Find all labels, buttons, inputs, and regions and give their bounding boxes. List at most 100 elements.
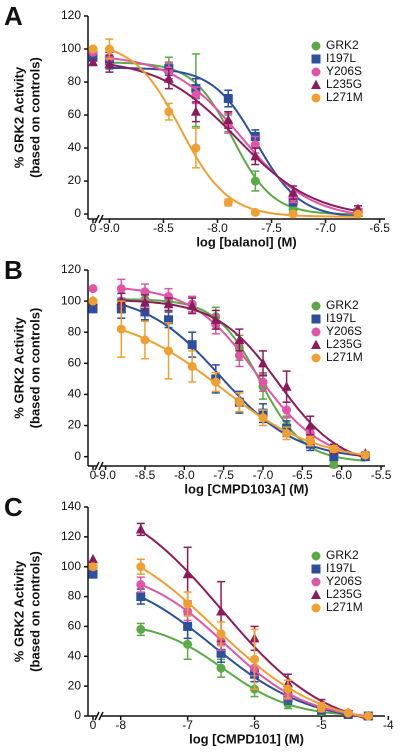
y-tick-label: 60 bbox=[68, 356, 82, 370]
data-point bbox=[223, 114, 234, 125]
legend-marker bbox=[311, 589, 321, 600]
legend-marker bbox=[311, 564, 321, 574]
data-point bbox=[250, 207, 260, 217]
y-tick-label: 120 bbox=[61, 262, 81, 276]
y-tick-label: 0 bbox=[74, 708, 81, 722]
fit-curve bbox=[109, 63, 359, 213]
x-tick-label: 0 bbox=[90, 468, 97, 482]
control-point bbox=[88, 284, 98, 294]
legend-marker bbox=[311, 79, 321, 90]
data-point bbox=[282, 405, 292, 415]
y-tick-label: 120 bbox=[61, 529, 81, 543]
legend-label: Y206S bbox=[326, 324, 362, 338]
data-point bbox=[164, 315, 174, 325]
x-tick-label: -9.0 bbox=[99, 221, 120, 235]
legend-label: I197L bbox=[326, 561, 356, 575]
data-point bbox=[140, 287, 150, 297]
data-point bbox=[305, 420, 316, 430]
x-tick-label: -7 bbox=[182, 718, 193, 732]
legend-label: Y206S bbox=[326, 64, 362, 78]
data-point bbox=[163, 73, 174, 83]
y-tick-label: 0 bbox=[74, 206, 81, 220]
x-tick-label: -8 bbox=[115, 718, 126, 732]
y-axis-label: % GRK2 Activity bbox=[11, 317, 26, 419]
data-point bbox=[136, 562, 146, 572]
data-point bbox=[216, 606, 227, 616]
y-axis-label: (based on controls) bbox=[27, 308, 42, 429]
y-tick-label: 60 bbox=[68, 619, 82, 633]
legend-label: L235G bbox=[326, 337, 362, 351]
y-tick-label: 40 bbox=[68, 648, 82, 662]
y-tick-label: 80 bbox=[68, 589, 82, 603]
y-tick-label: 80 bbox=[68, 324, 82, 338]
legend-marker bbox=[311, 314, 321, 324]
data-point bbox=[282, 428, 292, 438]
x-tick-label: -7.5 bbox=[213, 468, 234, 482]
y-tick-label: 120 bbox=[61, 8, 81, 22]
legend-marker bbox=[311, 551, 321, 561]
y-tick-label: 140 bbox=[61, 499, 81, 513]
axis-break bbox=[98, 711, 104, 721]
data-point bbox=[363, 711, 373, 721]
data-point bbox=[140, 307, 150, 317]
data-point bbox=[316, 702, 326, 712]
x-axis-label: log [balanol] (M) bbox=[196, 234, 296, 249]
data-point bbox=[258, 413, 268, 423]
data-point bbox=[191, 143, 201, 153]
legend-label: GRK2 bbox=[326, 548, 359, 562]
y-tick-label: 0 bbox=[74, 449, 81, 463]
data-point bbox=[343, 708, 353, 718]
legend-marker bbox=[311, 327, 321, 337]
axis-break bbox=[94, 711, 100, 721]
fit-curve bbox=[109, 66, 359, 218]
legend-label: L271M bbox=[326, 350, 363, 364]
x-tick-label: -4 bbox=[383, 718, 394, 732]
y-tick-label: 100 bbox=[61, 41, 81, 55]
data-point bbox=[187, 300, 198, 310]
data-point bbox=[164, 346, 174, 356]
x-tick-label: -5 bbox=[316, 718, 327, 732]
data-point bbox=[210, 314, 221, 324]
x-tick-label: -8.5 bbox=[153, 221, 174, 235]
data-point bbox=[135, 523, 146, 534]
legend-label: I197L bbox=[326, 51, 356, 65]
axis-break bbox=[98, 461, 104, 471]
axis-break bbox=[94, 214, 100, 224]
data-point bbox=[234, 351, 244, 361]
data-point bbox=[288, 187, 299, 197]
legend-marker bbox=[311, 41, 321, 51]
legend-marker bbox=[311, 54, 321, 64]
legend-label: L271M bbox=[326, 90, 363, 104]
x-tick-label: -7.0 bbox=[253, 468, 274, 482]
data-point bbox=[139, 297, 150, 307]
data-point bbox=[183, 599, 193, 609]
data-point bbox=[140, 335, 150, 345]
fit-curve bbox=[109, 48, 358, 218]
data-point bbox=[234, 334, 245, 345]
legend-marker bbox=[311, 93, 321, 103]
data-point bbox=[104, 58, 115, 68]
data-point bbox=[250, 176, 260, 186]
x-tick-label: -8.5 bbox=[135, 468, 156, 482]
legend-marker bbox=[311, 603, 321, 613]
data-point bbox=[329, 444, 339, 454]
legend-label: GRK2 bbox=[326, 38, 359, 52]
data-point bbox=[250, 140, 260, 150]
legend-label: I197L bbox=[326, 311, 356, 325]
legend-label: GRK2 bbox=[326, 298, 359, 312]
data-point bbox=[187, 361, 197, 371]
y-tick-label: 60 bbox=[68, 107, 82, 121]
control-point bbox=[88, 56, 98, 67]
legend-marker bbox=[311, 339, 321, 350]
data-point bbox=[288, 209, 298, 219]
legend-marker bbox=[311, 67, 321, 77]
data-point bbox=[182, 568, 193, 579]
control-point bbox=[88, 304, 98, 314]
panel-label: C bbox=[4, 492, 23, 522]
data-point bbox=[281, 381, 292, 391]
x-tick-label: -8.0 bbox=[207, 221, 228, 235]
data-point bbox=[163, 298, 174, 309]
x-tick-label: -8.0 bbox=[174, 468, 195, 482]
control-point bbox=[88, 553, 98, 564]
data-point bbox=[216, 629, 226, 639]
